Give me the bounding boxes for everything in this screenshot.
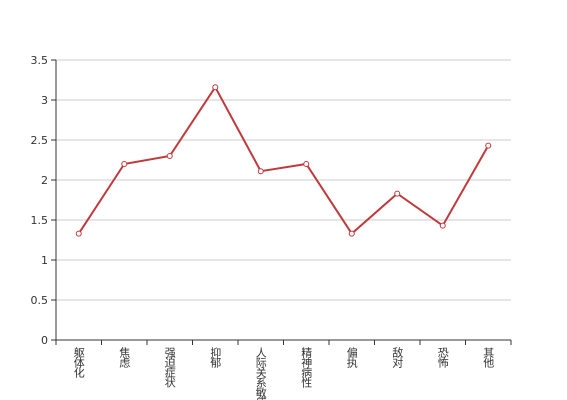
x-tick-label: 偏执	[345, 346, 358, 369]
y-tick-label: 3.5	[31, 54, 49, 67]
x-tick-label: 焦虑	[118, 347, 131, 368]
point	[485, 142, 492, 149]
point	[439, 222, 446, 229]
x-tick-label: 躯体化	[72, 347, 85, 379]
point	[303, 161, 310, 167]
line	[77, 85, 490, 236]
point	[166, 153, 173, 159]
x-tick-label: 精神病性	[300, 347, 313, 389]
point	[75, 230, 82, 237]
x-tick-label: 敌对	[391, 346, 404, 368]
y-tick-label: 0.5	[31, 294, 49, 307]
point	[394, 190, 401, 197]
y-tick-label: 0	[41, 334, 48, 347]
point	[212, 84, 219, 91]
y-tick-label: 2	[41, 174, 48, 187]
y-tick-label: 3	[41, 94, 48, 107]
x-tick-label: 恐怖	[436, 347, 449, 368]
x-tick-label: 其他	[482, 347, 495, 368]
x-tick-label: 抑郁	[209, 346, 222, 368]
point	[348, 230, 355, 237]
point	[257, 168, 264, 175]
y-tick-label: 1	[41, 254, 48, 267]
x-tick-label: 强迫症状	[163, 347, 176, 388]
y-tick-label: 1.5	[31, 214, 49, 227]
y-tick-label: 2.5	[31, 134, 49, 147]
point	[121, 161, 128, 167]
x-tick-label: 人际关系敏感	[254, 347, 267, 400]
